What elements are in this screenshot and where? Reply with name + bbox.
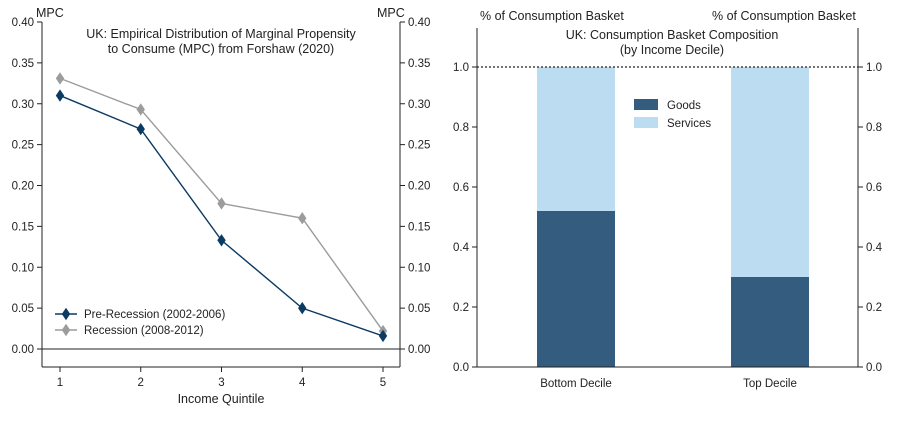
left-x-axis-label: Income Quintile xyxy=(178,392,265,406)
legend-swatch-goods xyxy=(634,99,658,110)
right-y-tick-label: 0.8 xyxy=(866,122,882,134)
left-y-tick-label: 0.25 xyxy=(12,140,34,152)
legend-marker-pre-recession xyxy=(61,307,71,321)
left-chart-legend: Pre-Recession (2002-2006) Recession (2008… xyxy=(55,307,225,337)
left-y-tick-label: 0.15 xyxy=(12,221,34,233)
left-y-tick-label: 0.35 xyxy=(12,58,34,70)
left-chart-title-line-1: UK: Empirical Distribution of Marginal P… xyxy=(86,27,356,41)
data-point-pre-recession xyxy=(298,301,307,315)
left-y-axis-label: MPC xyxy=(36,6,64,20)
right-y-axis-label-mpc: MPC xyxy=(377,6,405,20)
left-y-tick-label: 0.05 xyxy=(12,303,34,315)
legend-label-goods: Goods xyxy=(667,100,701,112)
bar-goods-top-decile xyxy=(731,277,809,367)
bar-goods-bottom-decile xyxy=(537,211,615,367)
left-y-tick-label: 0.10 xyxy=(12,262,34,274)
right-chart-legend: Goods Services xyxy=(634,99,711,130)
right-y-tick-label: 0.35 xyxy=(408,58,430,70)
legend-swatch-services xyxy=(634,117,658,128)
right-y-tick-label: 0.05 xyxy=(408,303,430,315)
left-y-tick-label: 0.30 xyxy=(12,99,34,111)
data-point-recession xyxy=(136,103,145,116)
data-point-recession xyxy=(217,197,226,210)
data-point-recession xyxy=(298,212,307,225)
legend-label-recession: Recession (2008-2012) xyxy=(84,325,204,337)
data-point-pre-recession xyxy=(55,89,65,102)
left-y-tick-label: 0.8 xyxy=(453,122,469,134)
legend-label-services: Services xyxy=(667,118,711,130)
category-label: Bottom Decile xyxy=(540,378,612,390)
right-chart-left-y-label: % of Consumption Basket xyxy=(480,9,624,23)
data-point-pre-recession xyxy=(217,234,226,247)
left-y-tick-label: 0.2 xyxy=(453,302,469,314)
consumption-basket-bar-chart: UK: Consumption Basket Composition (by I… xyxy=(453,9,883,390)
right-y-tick-label: 0.25 xyxy=(408,140,430,152)
series-line-pre-recession xyxy=(59,94,384,337)
right-y-tick-label: 0.15 xyxy=(408,221,430,233)
right-y-tick-label: 0.6 xyxy=(866,182,882,194)
right-y-tick-label: 0.0 xyxy=(866,362,882,374)
right-y-tick-label: 0.00 xyxy=(408,344,430,356)
legend-marker-recession xyxy=(61,323,71,337)
left-y-tick-label: 0.40 xyxy=(12,17,34,29)
right-y-tick-label: 1.0 xyxy=(866,62,882,74)
left-chart-title-line-2: to Consume (MPC) from Forshaw (2020) xyxy=(108,42,334,56)
left-y-tick-label: 0.00 xyxy=(12,344,34,356)
left-y-tick-label: 0.6 xyxy=(453,182,469,194)
legend-label-pre-recession: Pre-Recession (2002-2006) xyxy=(84,309,225,321)
right-chart-right-y-label: % of Consumption Basket xyxy=(712,9,856,23)
right-y-tick-label: 0.2 xyxy=(866,302,882,314)
left-y-tick-label: 0.4 xyxy=(453,242,470,254)
right-y-tick-label: 0.30 xyxy=(408,99,430,111)
category-label: Top Decile xyxy=(743,378,797,390)
bar-services-bottom-decile xyxy=(537,67,615,211)
right-y-tick-label: 0.10 xyxy=(408,262,430,274)
data-point-recession xyxy=(55,72,65,85)
left-y-tick-label: 0.20 xyxy=(12,181,34,193)
data-point-pre-recession xyxy=(378,329,388,343)
right-chart-title-line-1: UK: Consumption Basket Composition xyxy=(566,28,779,42)
right-y-tick-label: 0.4 xyxy=(866,242,883,254)
right-y-tick-label: 0.20 xyxy=(408,181,430,193)
mpc-line-chart: UK: Empirical Distribution of Marginal P… xyxy=(12,6,431,406)
right-y-tick-label: 0.40 xyxy=(408,17,430,29)
x-tick-label: 4 xyxy=(299,377,306,389)
bar-services-top-decile xyxy=(731,67,809,277)
right-chart-title-line-2: (by Income Decile) xyxy=(620,43,724,57)
left-y-tick-label: 0.0 xyxy=(453,362,469,374)
x-tick-label: 2 xyxy=(138,377,144,389)
x-tick-label: 5 xyxy=(380,377,386,389)
x-tick-label: 3 xyxy=(218,377,224,389)
left-y-tick-label: 1.0 xyxy=(453,62,469,74)
x-tick-label: 1 xyxy=(57,377,63,389)
data-point-pre-recession xyxy=(136,122,145,136)
